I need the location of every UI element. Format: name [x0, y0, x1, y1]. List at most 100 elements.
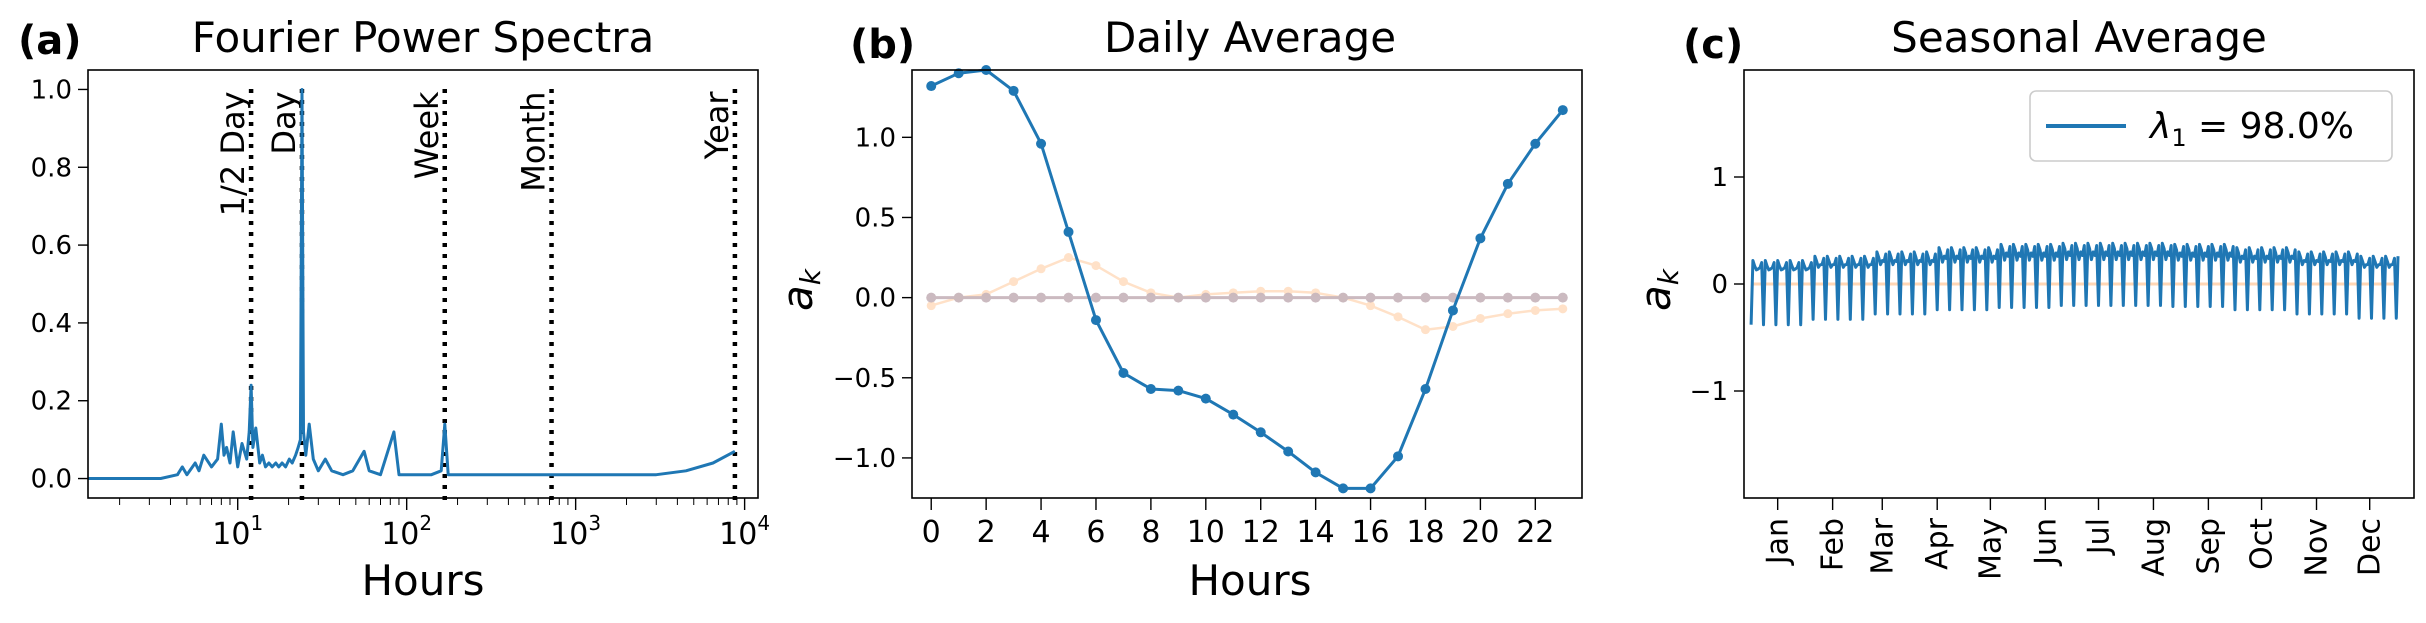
- xtick-label-b-2: 4: [1032, 515, 1051, 550]
- xtick-label-a-0: 101: [212, 511, 263, 552]
- data-point-faint2-23: [1557, 292, 1568, 303]
- data-point-faint1-19: [1448, 321, 1458, 331]
- reference-label-2: Week: [408, 91, 446, 179]
- data-point-faint2-1: [953, 292, 964, 303]
- xtick-label-c-4: May: [1973, 518, 2008, 580]
- xtick-label-c-11: Dec: [2353, 518, 2388, 576]
- xtick-label-c-1: Feb: [1816, 518, 1851, 571]
- data-point-main-4: [1036, 138, 1047, 149]
- data-point-faint2-9: [1173, 292, 1184, 303]
- xtick-label-b-0: 0: [922, 515, 941, 550]
- panel-b-plot: 1.0 0.5 0.0 −0.5 −1.0 0 2 4 6 8 10 12 14 16 18 20 22: [833, 65, 1568, 550]
- panel-c-title: Seasonal Average: [1891, 13, 2267, 62]
- panel-a-plot: 1/2 Day Day Week Month Year 0.0 0.2 0.4 0.6 0.8 1.…: [31, 75, 770, 552]
- xtick-label-b-5: 10: [1187, 515, 1225, 550]
- data-point-main-11: [1228, 409, 1239, 420]
- data-point-faint2-8: [1145, 292, 1156, 303]
- data-point-faint2-3: [1008, 292, 1019, 303]
- data-point-main-8: [1145, 383, 1156, 394]
- data-point-faint2-13: [1283, 292, 1294, 303]
- series-line-faint1: [930, 256, 1563, 331]
- data-point-faint2-6: [1090, 292, 1101, 303]
- data-point-main-18: [1420, 383, 1431, 394]
- panel-a-title: Fourier Power Spectra: [192, 13, 654, 62]
- xtick-label-a-2: 103: [550, 511, 601, 552]
- reference-label-0: 1/2 Day: [214, 91, 252, 216]
- data-point-main-9: [1173, 385, 1184, 396]
- series-line-main: [930, 68, 1564, 490]
- data-point-faint1-16: [1366, 301, 1376, 311]
- xtick-label-c-6: Jul: [2081, 518, 2116, 556]
- data-point-main-15: [1338, 483, 1349, 494]
- panel-c: (c) Seasonal Average ak 1 0 −1 Jan Feb Mar Apr…: [1631, 13, 2415, 580]
- reference-label-3: Month: [515, 91, 553, 191]
- xtick-label-b-8: 16: [1351, 515, 1389, 550]
- data-point-faint2-7: [1118, 292, 1129, 303]
- ytick-label-a-4: 0.8: [31, 153, 72, 183]
- data-point-faint2-0: [926, 292, 937, 303]
- data-point-main-6: [1090, 315, 1101, 326]
- data-point-faint2-15: [1338, 292, 1349, 303]
- data-point-main-14: [1310, 467, 1321, 478]
- data-point-main-7: [1118, 367, 1129, 378]
- xtick-label-c-5: Jun: [2028, 518, 2063, 567]
- panel-b-frame: [911, 69, 1583, 499]
- data-point-faint2-11: [1228, 292, 1239, 303]
- data-point-main-23: [1557, 105, 1568, 116]
- data-point-faint2-16: [1365, 292, 1376, 303]
- data-point-faint1-3: [1009, 277, 1019, 287]
- xtick-label-b-3: 6: [1086, 515, 1105, 550]
- panel-c-plot: 1 0 −1 Jan Feb Mar Apr May Jun Jul Aug Sep Oct Nov Dec: [1690, 163, 2400, 580]
- data-point-faint2-14: [1310, 292, 1321, 303]
- data-point-faint2-5: [1063, 292, 1074, 303]
- reference-label-4: Year: [698, 91, 736, 161]
- spectrum-line: [88, 88, 736, 480]
- data-point-faint1-23: [1558, 304, 1568, 314]
- legend-entry-label: λ1 = 98.0%: [2148, 106, 2354, 152]
- xtick-label-a-1: 102: [381, 511, 432, 552]
- series-line-main: [1749, 241, 2400, 327]
- panel-b-ylabel: ak: [773, 267, 827, 311]
- ytick-label-a-0: 0.0: [31, 465, 72, 495]
- panel-c-frame: [1743, 69, 2415, 499]
- data-point-main-21: [1502, 178, 1513, 189]
- xtick-label-b-11: 22: [1516, 515, 1554, 550]
- data-point-faint1-20: [1475, 313, 1485, 323]
- xtick-label-c-0: Jan: [1761, 518, 1796, 566]
- legend-box: [2029, 90, 2393, 162]
- ytick-label-a-2: 0.4: [31, 309, 72, 339]
- ytick-label-b-1: 0.5: [855, 203, 896, 233]
- data-point-faint1-7: [1118, 277, 1128, 287]
- data-point-main-13: [1283, 446, 1294, 457]
- ytick-label-c-0: 1: [1711, 163, 1728, 193]
- xtick-label-b-1: 2: [977, 515, 996, 550]
- reference-label-1: Day: [265, 91, 303, 154]
- data-point-faint2-10: [1200, 292, 1211, 303]
- panel-c-ylabel: ak: [1631, 267, 1685, 311]
- data-point-faint2-18: [1420, 292, 1431, 303]
- ytick-label-c-1: 0: [1711, 270, 1728, 300]
- data-point-main-20: [1475, 233, 1486, 244]
- xtick-label-c-9: Oct: [2245, 518, 2280, 570]
- ytick-label-b-2: 0.0: [855, 284, 896, 314]
- xtick-label-b-4: 8: [1141, 515, 1160, 550]
- data-point-faint1-5: [1064, 253, 1074, 263]
- data-point-main-16: [1365, 483, 1376, 494]
- panel-c-label: (c): [1683, 22, 1743, 68]
- data-point-main-12: [1255, 427, 1266, 438]
- ytick-label-b-3: −0.5: [833, 364, 896, 394]
- panel-a-label: (a): [18, 18, 82, 64]
- data-point-main-5: [1063, 226, 1074, 237]
- ytick-label-a-3: 0.6: [31, 231, 72, 261]
- data-point-faint2-20: [1475, 292, 1486, 303]
- data-point-main-22: [1530, 138, 1541, 149]
- data-point-faint1-17: [1393, 312, 1403, 322]
- data-point-faint1-21: [1503, 309, 1513, 319]
- panel-c-legend: λ1 = 98.0%: [2029, 90, 2393, 162]
- data-point-main-10: [1200, 393, 1211, 404]
- data-point-faint1-0: [926, 301, 936, 311]
- data-point-main-0: [926, 81, 937, 92]
- data-point-faint2-17: [1393, 292, 1404, 303]
- xtick-label-b-10: 20: [1461, 515, 1499, 550]
